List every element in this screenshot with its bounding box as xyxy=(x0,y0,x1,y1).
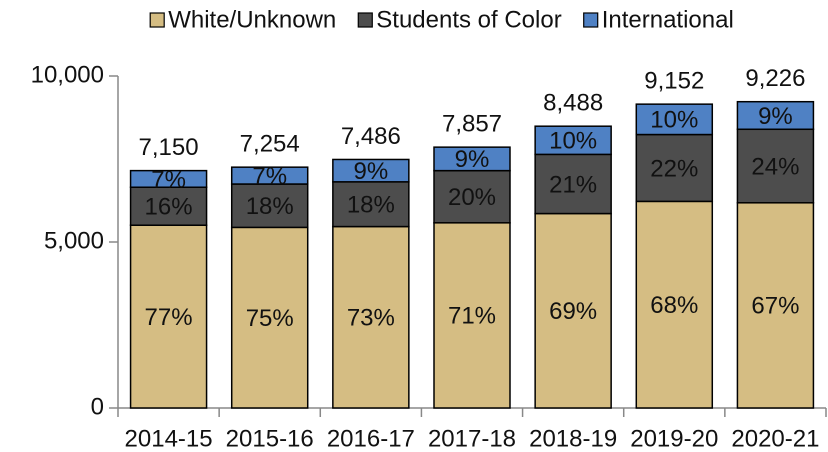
legend-label: White/Unknown xyxy=(168,6,336,33)
segment-label: 20% xyxy=(448,184,496,211)
bar-segment xyxy=(230,183,309,229)
legend-label: International xyxy=(602,6,734,33)
bar-segment xyxy=(736,202,815,409)
legend-label: Students of Color xyxy=(376,6,561,33)
segment-label: 10% xyxy=(549,128,597,155)
legend-swatch xyxy=(583,12,599,28)
segment-label: 7% xyxy=(151,166,186,193)
y-tick-label: 10,000 xyxy=(31,61,104,88)
segment-label: 24% xyxy=(751,153,799,180)
total-label: 7,254 xyxy=(240,131,300,158)
segment-label: 7% xyxy=(252,163,287,190)
bar-segment xyxy=(635,200,714,409)
x-tick-label: 2019-20 xyxy=(630,425,718,452)
bar-segment xyxy=(534,125,612,156)
bar-segment xyxy=(736,128,815,204)
x-tick-label: 2016-17 xyxy=(327,425,415,452)
bar-segment xyxy=(433,222,511,409)
bar-segment xyxy=(635,133,714,203)
total-label: 7,150 xyxy=(139,134,199,161)
total-label: 7,486 xyxy=(341,123,401,150)
x-tick-label: 2018-19 xyxy=(529,425,617,452)
segment-label: 71% xyxy=(448,303,496,330)
x-tick-label: 2020-21 xyxy=(731,425,819,452)
bar-segment xyxy=(736,100,815,131)
bar-segment xyxy=(129,186,208,226)
x-tick-label: 2014-15 xyxy=(125,425,213,452)
segment-label: 75% xyxy=(246,305,294,332)
segment-label: 9% xyxy=(455,146,490,173)
segment-label: 21% xyxy=(549,171,597,198)
bar-segment xyxy=(635,103,714,136)
total-label: 9,152 xyxy=(644,67,704,94)
segment-label: 10% xyxy=(650,107,698,134)
bar-segment xyxy=(129,169,208,188)
y-tick-label: 5,000 xyxy=(44,227,104,254)
segment-label: 18% xyxy=(347,192,395,219)
segment-label: 77% xyxy=(145,304,193,331)
legend-swatch xyxy=(357,12,373,28)
total-label: 8,488 xyxy=(543,90,603,117)
y-tick-label: 0 xyxy=(91,393,104,420)
bar-segment xyxy=(230,226,309,409)
segment-label: 9% xyxy=(758,103,793,130)
x-tick-label: 2017-18 xyxy=(428,425,516,452)
segment-label: 73% xyxy=(347,305,395,332)
total-label: 9,226 xyxy=(745,65,805,92)
bar-segment xyxy=(129,224,208,409)
total-label: 7,857 xyxy=(442,110,502,137)
bar-segment xyxy=(332,158,410,183)
segment-label: 16% xyxy=(145,194,193,221)
segment-label: 67% xyxy=(751,293,799,320)
segment-label: 22% xyxy=(650,155,698,182)
segment-label: 69% xyxy=(549,298,597,325)
segment-label: 9% xyxy=(354,158,389,185)
segment-label: 68% xyxy=(650,292,698,319)
legend-swatch xyxy=(149,12,165,28)
bar-segment xyxy=(332,225,410,409)
segment-label: 18% xyxy=(246,193,294,220)
x-tick-label: 2015-16 xyxy=(226,425,314,452)
bar-segment xyxy=(534,153,612,215)
bar-segment xyxy=(534,212,612,409)
bar-segment xyxy=(230,166,309,185)
bar-segment xyxy=(433,146,511,172)
